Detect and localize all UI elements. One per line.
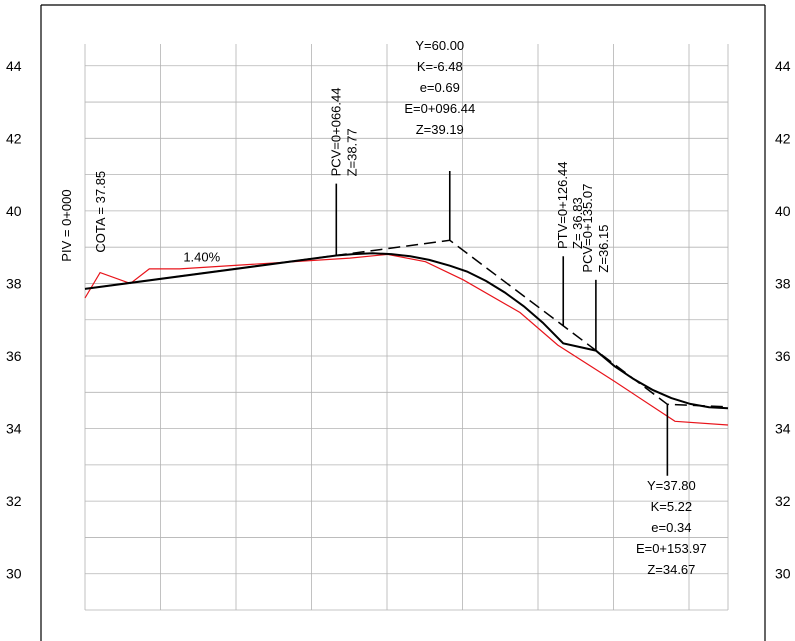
annotation-leaders: [335, 170, 669, 476]
piv1-line: e=0.69: [420, 80, 460, 95]
grid: [84, 44, 729, 611]
y-tick-label-left: 42: [6, 130, 22, 146]
y-tick-label-right: 42: [775, 130, 791, 146]
piv1-line: Y=60.00: [415, 38, 464, 53]
pcv2-elevation-label: Z=36.15: [596, 224, 611, 272]
pcv1-station-label: PCV=0+066.44: [328, 88, 343, 177]
y-tick-label-left: 36: [6, 348, 22, 364]
piv1-line: E=0+096.44: [404, 101, 475, 116]
y-tick-label-left: 30: [6, 566, 22, 582]
y-tick-label-left: 38: [6, 275, 22, 291]
piv1-curve-data: Y=60.00 K=-6.48 e=0.69 E=0+096.44 Z=39.1…: [404, 38, 475, 137]
y-tick-label-left: 32: [6, 493, 22, 509]
slope-label: 1.40%: [183, 250, 220, 265]
piv2-line: K=5.22: [651, 499, 693, 514]
piv2-line: E=0+153.97: [636, 541, 707, 556]
y-tick-label-right: 34: [775, 421, 791, 437]
series-terrain-red: [84, 253, 729, 426]
piv2-line: e=0.34: [651, 520, 691, 535]
y-tick-label-right: 38: [775, 275, 791, 291]
y-tick-label-left: 40: [6, 203, 22, 219]
series-tangent-dashed: [84, 239, 729, 408]
y-tick-label-left: 44: [6, 58, 22, 74]
piv1-line: Z=39.19: [416, 122, 464, 137]
piv1-line: K=-6.48: [417, 59, 463, 74]
y-axis-left-labels: 44 42 40 38 36 34 32 30: [6, 58, 22, 582]
y-tick-label-left: 34: [6, 421, 22, 437]
profile-series: [84, 239, 729, 426]
y-axis-right-labels: 44 42 40 38 36 34 32 30: [775, 58, 791, 582]
y-tick-label-right: 30: [775, 566, 791, 582]
pcv2-station-label: PCV=0+135.07: [580, 184, 595, 273]
series-rasante-black: [84, 252, 729, 410]
ptv1-station-label: PTV=0+126.44: [555, 162, 570, 249]
piv-elevation-label: COTA = 37.85: [93, 171, 108, 253]
piv2-line: Y=37.80: [647, 478, 696, 493]
piv2-line: Z=34.67: [647, 562, 695, 577]
y-tick-label-right: 40: [775, 203, 791, 219]
pcv1-elevation-label: Z=38.77: [344, 128, 359, 176]
y-tick-label-right: 32: [775, 493, 791, 509]
y-tick-label-right: 36: [775, 348, 791, 364]
ptv1-elevation-label: Z= 36.83: [570, 197, 585, 249]
piv-station-label: PIV = 0+000: [59, 189, 74, 261]
y-tick-label-right: 44: [775, 58, 791, 74]
piv2-curve-data: Y=37.80 K=5.22 e=0.34 E=0+153.97 Z=34.67: [636, 478, 707, 577]
